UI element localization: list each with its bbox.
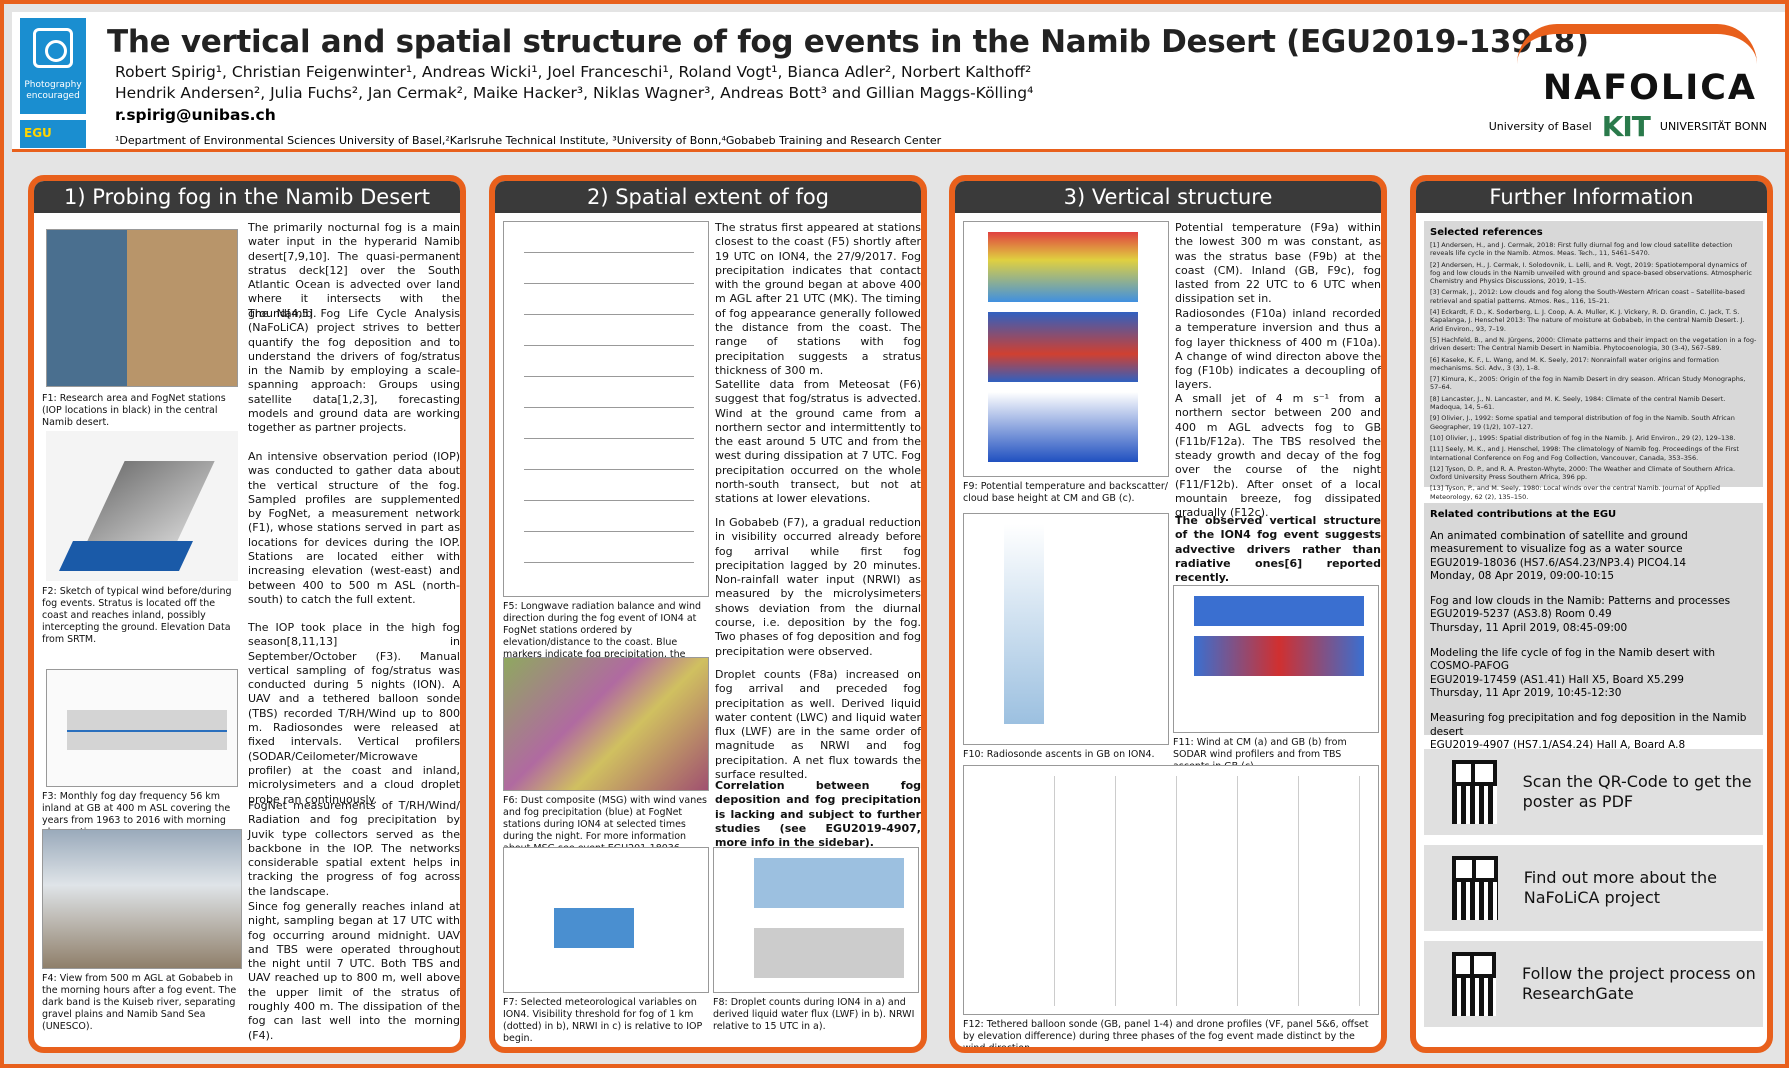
panel1-text-5: FogNet measurements of T/RH/Wind/ Radiat… <box>248 799 460 898</box>
contribution-line: EGU2019-18036 (HS7.6/AS4.23/NP3.4) PICO4… <box>1430 556 1687 569</box>
figure-f7-meteo <box>503 847 709 993</box>
panel2-text-1: The stratus first appeared at stations c… <box>715 221 921 377</box>
unibas-logo: University of Basel <box>1488 120 1592 133</box>
qr-code-icon[interactable] <box>1452 760 1497 824</box>
qr-label-pdf: Scan the QR-Code to get the poster as PD… <box>1522 772 1752 811</box>
contribution-line: EGU2019-4907 (HS7.1/AS4.24) Hall A, Boar… <box>1430 738 1686 751</box>
figure-f2-terrain <box>46 431 238 581</box>
panel-heading: 3) Vertical structure <box>955 181 1381 213</box>
reference-item: [1] Andersen, H., and J. Cermak, 2018: F… <box>1430 241 1733 258</box>
figure-f3-fog-frequency <box>46 669 238 787</box>
figure-f12-tethered-balloon <box>963 765 1379 1015</box>
contributions-heading: Related contributions at the EGU <box>1430 509 1617 520</box>
contribution-line: Monday, 08 Apr 2019, 09:00-10:15 <box>1430 569 1615 582</box>
partner-logos: University of Basel KIT UNIVERSITÄT BONN <box>1489 110 1767 143</box>
figure-f4-photo <box>42 829 242 969</box>
panel2-text-4: Droplet counts (F8a) increased on fog ar… <box>715 668 921 782</box>
nafolica-logo: NAFOLICA <box>1542 68 1757 108</box>
unibonn-logo: UNIVERSITÄT BONN <box>1659 120 1767 133</box>
contribution-line: Measuring fog precipitation and fog depo… <box>1430 712 1747 738</box>
reference-item: [7] Kimura, K., 2005: Origin of the fog … <box>1430 375 1746 392</box>
figure-f10-radiosonde <box>963 513 1169 745</box>
qr-code-icon[interactable] <box>1452 952 1496 1016</box>
references-list: [1] Andersen, H., and J. Cermak, 2018: F… <box>1430 241 1757 501</box>
reference-item: [5] Hachfeld, B., and N. Jürgens, 2000: … <box>1430 335 1757 353</box>
reference-item: [3] Cermak, J., 2012: Low clouds and fog… <box>1430 288 1745 305</box>
panel-vertical-structure: 3) Vertical structure F9: Potential temp… <box>949 175 1387 1053</box>
reference-item: [2] Andersen, H., J. Cermak, I. Solodovn… <box>1430 260 1752 286</box>
header: Photography encouraged EGU The vertical … <box>12 12 1785 152</box>
caption-f7: F7: Selected meteorological variables on… <box>503 997 703 1044</box>
reference-item: [8] Lancaster, J., N. Lancaster, and M. … <box>1430 394 1726 412</box>
panel-further-information: Further Information Selected references … <box>1410 175 1773 1053</box>
panel-probing-fog: 1) Probing fog in the Namib Desert F1: R… <box>28 175 466 1053</box>
caption-f12: F12: Tethered balloon sonde (GB, panel 1… <box>963 1019 1369 1053</box>
figure-f11-wind <box>1173 585 1379 733</box>
contributions-box: Related contributions at the EGU An anim… <box>1424 503 1763 764</box>
qr-label-project: Find out more about the NaFoLiCA project <box>1523 868 1717 907</box>
references-box: Selected references [1] Andersen, H., an… <box>1424 221 1763 501</box>
contribution-line: EGU2019-17459 (AS1.41) Hall X5, Board X5… <box>1430 673 1684 686</box>
panel2-text-3: In Gobabeb (F7), a gradual reduction in … <box>715 516 921 658</box>
poster-title: The vertical and spatial structure of fo… <box>107 24 1589 60</box>
contribution-line: An animated combination of satellite and… <box>1430 530 1688 556</box>
egu-logo: EGU <box>20 120 86 148</box>
panel3-text-3: A small jet of 4 m s⁻¹ from a northern s… <box>1175 392 1381 520</box>
qr-row-pdf[interactable]: Scan the QR-Code to get the poster as PD… <box>1424 749 1763 835</box>
panel1-text-1: The primarily nocturnal fog is a main wa… <box>248 221 460 320</box>
figure-f8-droplets <box>713 847 919 993</box>
reference-item: [11] Seely, M. K., and J. Henschel, 1998… <box>1430 445 1739 462</box>
qr-row-researchgate[interactable]: Follow the project process on ResearchGa… <box>1424 941 1763 1027</box>
figure-f6-satellite <box>503 657 709 791</box>
panel-heading: 1) Probing fog in the Namib Desert <box>34 181 460 213</box>
affiliations: ¹Department of Environmental Sciences Un… <box>115 134 942 147</box>
qr-label-researchgate: Follow the project process on ResearchGa… <box>1522 964 1756 1003</box>
panel3-text-4: The observed vertical structure of the I… <box>1175 514 1381 585</box>
contribution-line: Thursday, 11 Apr 2019, 10:45-12:30 <box>1430 686 1622 699</box>
nafolica-arc-icon <box>1517 24 1757 64</box>
panel-spatial-extent: 2) Spatial extent of fog F5: Longwave ra… <box>489 175 927 1053</box>
figure-f5-stations <box>503 221 709 597</box>
contribution-line: Fog and low clouds in the Namib: Pattern… <box>1430 595 1731 608</box>
contribution-line: EGU2019-5237 (AS3.8) Room 0.49 <box>1430 608 1612 621</box>
panel-heading: 2) Spatial extent of fog <box>495 181 921 213</box>
authors: Robert Spirig¹, Christian Feigenwinter¹,… <box>115 63 1034 102</box>
panel2-text-2: Satellite data from Meteosat (F6) sugges… <box>715 378 921 506</box>
panel1-text-3: An intensive observation period (IOP) wa… <box>248 450 460 606</box>
figure-f9-backscatter <box>963 221 1169 477</box>
panel2-text-5: Correlation between fog deposition and f… <box>715 779 921 850</box>
contributions-list: An animated combination of satellite and… <box>1430 530 1757 765</box>
reference-item: [10] Olivier, J., 1995: Spatial distribu… <box>1430 433 1736 442</box>
contribution-line: Modeling the life cycle of fog in the Na… <box>1430 647 1716 673</box>
figure-f1-map <box>46 229 238 387</box>
caption-f4: F4: View from 500 m AGL at Gobabeb in th… <box>42 973 237 1032</box>
contact-email[interactable]: r.spirig@unibas.ch <box>115 106 276 124</box>
caption-f8: F8: Droplet counts during ION4 in a) and… <box>713 997 915 1032</box>
reference-item: [4] Eckardt, F. D., K. Soderberg, L. J. … <box>1430 308 1745 333</box>
caption-f9: F9: Potential temperature and backscatte… <box>963 481 1168 504</box>
caption-f1: F1: Research area and FogNet stations (I… <box>42 393 226 428</box>
references-heading: Selected references <box>1430 227 1543 238</box>
kit-logo: KIT <box>1601 110 1651 143</box>
qr-code-icon[interactable] <box>1452 856 1498 920</box>
panel1-text-2: The Namib Fog Life Cycle Analysis (NaFoL… <box>248 307 460 435</box>
reference-item: [13] Tyson, P., and M. Seely, 1980: Loca… <box>1430 484 1721 501</box>
panel-heading: Further Information <box>1416 181 1767 213</box>
contribution-line: Thursday, 11 April 2019, 08:45-09:00 <box>1430 621 1628 634</box>
camera-icon <box>33 28 73 68</box>
reference-item: [12] Tyson, D. P., and R. A. Preston-Why… <box>1430 464 1736 482</box>
panel1-text-4: The IOP took place in the high fog seaso… <box>248 621 460 806</box>
reference-item: [6] Kaseke, K. F., L. Wang, and M. K. Se… <box>1430 355 1719 372</box>
caption-f10: F10: Radiosonde ascents in GB on ION4. <box>963 749 1155 760</box>
photography-encouraged-logo: Photography encouraged <box>20 18 86 114</box>
reference-item: [9] Olivier, J., 1992: Some spatial and … <box>1430 414 1735 431</box>
qr-row-project[interactable]: Find out more about the NaFoLiCA project <box>1424 845 1763 931</box>
panel3-text-1: Potential temperature (F9a) within the l… <box>1175 221 1381 306</box>
caption-f2: F2: Sketch of typical wind before/during… <box>42 586 232 645</box>
panel1-text-6: Since fog generally reaches inland at ni… <box>248 900 460 1042</box>
panel3-text-2: Radiosondes (F10a) inland recorded a tem… <box>1175 307 1381 392</box>
